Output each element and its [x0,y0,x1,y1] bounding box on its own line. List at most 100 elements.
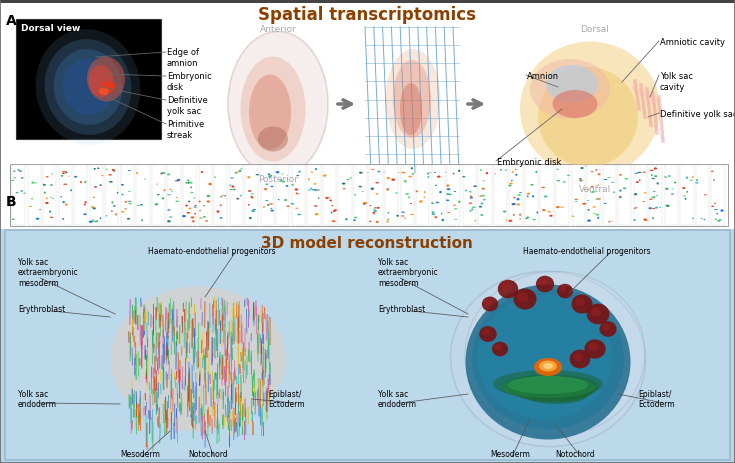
Ellipse shape [364,202,368,205]
Ellipse shape [591,308,601,317]
Ellipse shape [62,173,65,175]
Ellipse shape [50,197,52,198]
Bar [587,166,600,225]
Ellipse shape [486,173,488,175]
Ellipse shape [391,179,395,181]
Ellipse shape [595,214,599,216]
Ellipse shape [234,172,238,174]
Ellipse shape [619,197,621,199]
Ellipse shape [470,198,473,199]
Ellipse shape [193,198,195,199]
Ellipse shape [249,218,252,219]
Ellipse shape [434,217,437,219]
Ellipse shape [63,184,67,186]
Ellipse shape [65,172,68,174]
Ellipse shape [297,214,301,216]
Ellipse shape [650,170,653,172]
Ellipse shape [446,194,450,195]
Ellipse shape [401,212,405,213]
Ellipse shape [334,210,337,212]
Ellipse shape [248,191,251,193]
Ellipse shape [553,91,598,119]
Ellipse shape [480,170,482,171]
Ellipse shape [448,194,452,196]
Ellipse shape [128,171,131,172]
Ellipse shape [479,196,482,197]
Bar [74,166,87,225]
Ellipse shape [393,61,431,139]
Ellipse shape [591,187,594,188]
Ellipse shape [167,195,171,196]
Ellipse shape [598,199,601,200]
Ellipse shape [318,190,320,191]
Ellipse shape [720,210,724,213]
Ellipse shape [512,172,514,174]
Ellipse shape [717,220,720,223]
Ellipse shape [479,206,482,208]
Ellipse shape [539,279,547,286]
Ellipse shape [193,207,197,208]
Ellipse shape [431,213,435,216]
Text: Erythroblast: Erythroblast [378,304,426,313]
Ellipse shape [176,201,179,203]
Ellipse shape [611,182,614,183]
Ellipse shape [32,182,35,184]
Ellipse shape [160,173,163,175]
Ellipse shape [505,170,507,171]
Ellipse shape [171,191,173,193]
Text: Yolk sac
endoderm: Yolk sac endoderm [18,389,57,408]
Ellipse shape [458,201,460,203]
Text: Anterior: Anterior [259,25,296,34]
Ellipse shape [239,170,242,173]
Ellipse shape [141,220,143,222]
Ellipse shape [167,221,171,223]
Ellipse shape [514,197,515,199]
Ellipse shape [238,171,240,173]
Ellipse shape [405,182,406,183]
Ellipse shape [359,172,362,175]
Ellipse shape [93,197,96,199]
Ellipse shape [446,200,449,202]
Bar [525,166,538,225]
Text: Definitive yolk sac: Definitive yolk sac [660,110,735,119]
Ellipse shape [714,219,717,220]
Ellipse shape [363,203,366,206]
Ellipse shape [591,172,593,173]
Ellipse shape [236,198,238,200]
Ellipse shape [333,211,336,213]
Ellipse shape [256,175,259,176]
Bar [354,166,368,225]
Ellipse shape [249,75,291,150]
Ellipse shape [649,199,653,200]
Ellipse shape [526,196,528,198]
Ellipse shape [637,172,642,174]
Ellipse shape [416,191,418,193]
Ellipse shape [362,192,364,193]
Ellipse shape [203,206,205,207]
Ellipse shape [473,186,477,188]
Ellipse shape [633,219,636,221]
Ellipse shape [387,219,390,221]
Ellipse shape [408,197,410,199]
Ellipse shape [175,181,177,182]
Ellipse shape [106,169,107,171]
Bar [245,166,259,225]
Ellipse shape [593,213,595,215]
Ellipse shape [189,182,193,184]
Ellipse shape [530,60,610,120]
Bar [229,166,243,225]
Ellipse shape [187,213,190,214]
Ellipse shape [276,172,279,174]
Ellipse shape [113,170,115,172]
Ellipse shape [199,211,201,212]
Ellipse shape [404,218,406,219]
Ellipse shape [62,60,113,116]
Ellipse shape [62,219,64,220]
Bar [556,166,569,225]
Ellipse shape [671,194,674,195]
Ellipse shape [395,193,398,194]
Text: Definitive
yolk sac: Definitive yolk sac [167,96,208,116]
Ellipse shape [517,199,520,201]
Ellipse shape [93,169,96,170]
Bar [681,166,694,225]
